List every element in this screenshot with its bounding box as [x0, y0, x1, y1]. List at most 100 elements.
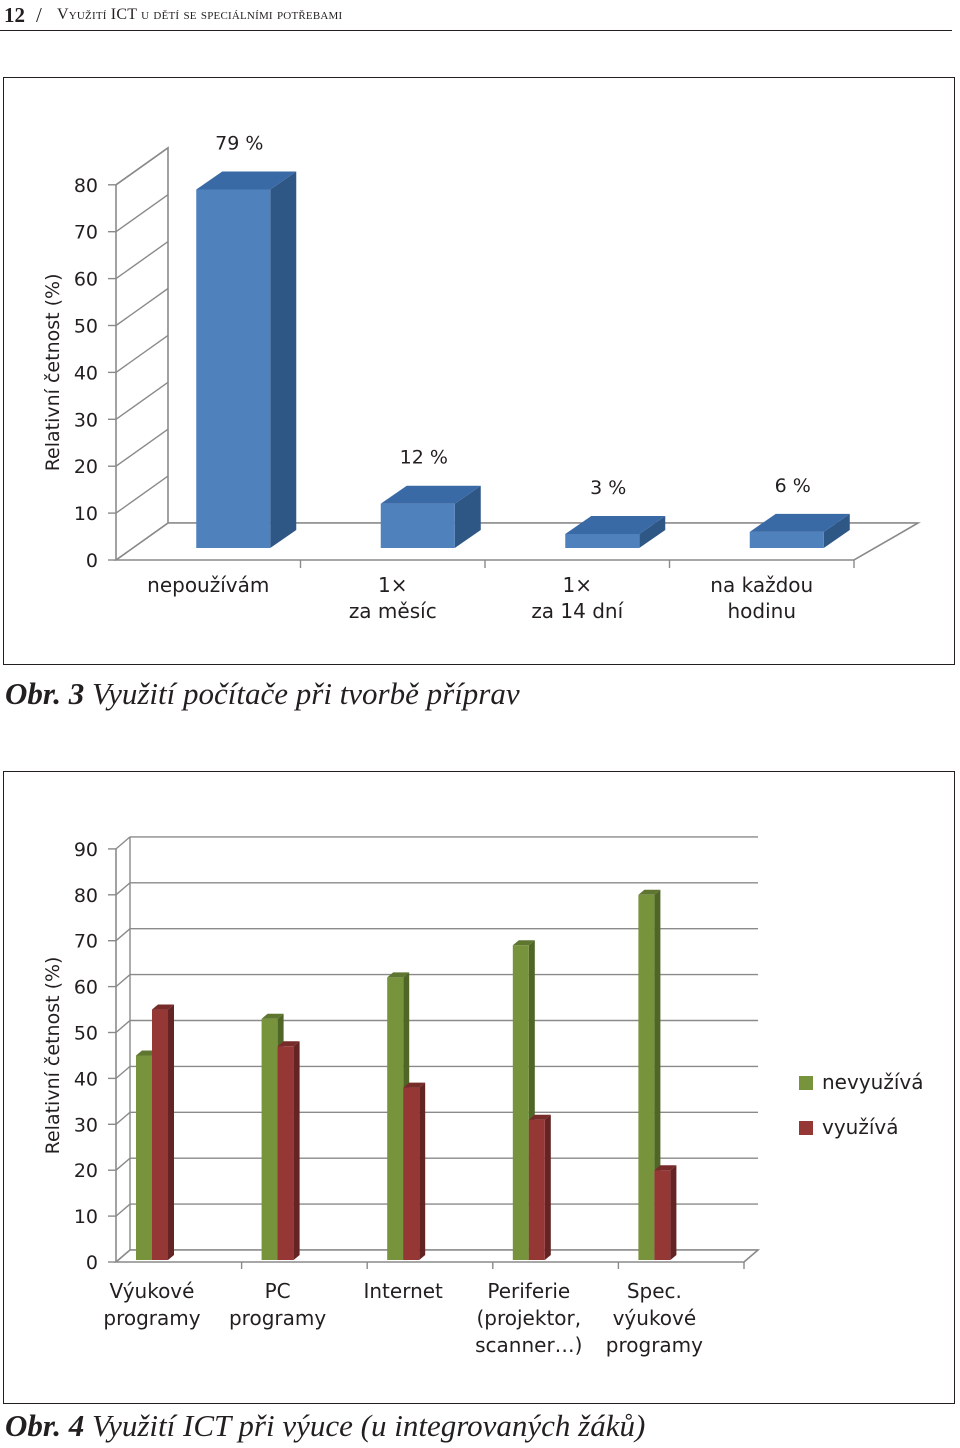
chart-2-bar-vyuziva-side — [168, 1004, 174, 1260]
chart-1-data-label: 6 % — [775, 475, 811, 497]
chart-2-y-tick-label: 70 — [74, 931, 98, 953]
chart-1-bar — [749, 531, 824, 548]
chart-2-bar-nevyuziva — [261, 1018, 278, 1260]
chart-2-y-tick-diagonal — [115, 882, 131, 896]
running-title: Využití ICT u dětí se speciálními potřeb… — [57, 6, 343, 23]
chart-2-bar-nevyuziva — [387, 977, 404, 1260]
chart-2-category-label: Periferie — [487, 1279, 570, 1303]
chart-1-bar-side — [454, 485, 481, 548]
chart-2-y-tick-diagonal — [115, 836, 131, 850]
chart-2-bar-vyuziva — [277, 1046, 294, 1260]
chart-2-y-tick-label: 50 — [74, 1023, 98, 1045]
chart-1-category-label: za měsíc — [349, 599, 437, 623]
chart-1-bar-top — [749, 513, 850, 532]
chart-1-data-label: 3 % — [590, 477, 626, 499]
chart-1-category-label: na každou — [710, 573, 813, 597]
chart-1-bar-side — [823, 513, 850, 548]
chart-2-frame: 0 10 20 30 40 50 60 70 80 90 Relativní četnost (%)… — [3, 771, 955, 1404]
chart-1-category-label: nepoužívám — [147, 573, 269, 597]
chart-2-bar-vyuziva — [152, 1009, 168, 1260]
chart-1-y-tick-label: 10 — [74, 503, 98, 525]
chart-1-y-tick-diagonal — [115, 287, 169, 327]
chart-1-y-tick-diagonal — [115, 381, 169, 420]
chart-2-category-label: scanner…) — [475, 1333, 582, 1357]
chart-1-y-tick-label: 80 — [74, 175, 98, 197]
chart-2-bar-nevyuziva-top — [638, 889, 661, 895]
chart-1-y-tick-diagonal — [115, 241, 169, 280]
chart-1-category-label: za 14 dní — [531, 599, 624, 623]
chart-1-category-label: 1× — [563, 573, 592, 597]
chart-1-y-tick-diagonal — [115, 194, 169, 233]
chart-1-frame: 0 10 20 30 40 50 60 70 80 Relativní četnost (%) 79… — [3, 77, 955, 665]
chart-2-bar-vyuziva-top — [528, 1114, 551, 1120]
chart-2-bar-vyuziva-side — [544, 1114, 551, 1260]
header-separator: / — [36, 3, 42, 27]
chart-1-bar-top — [380, 485, 481, 504]
chart-2-bar-nevyuziva-top — [387, 972, 410, 978]
chart-2-bar-nevyuziva-top — [261, 1013, 284, 1019]
chart-2-bar-nevyuziva — [638, 894, 655, 1260]
chart-1-bar — [380, 503, 455, 548]
chart-1-y-tick-label: 30 — [74, 409, 98, 431]
chart-2-category-label: programy — [229, 1306, 326, 1330]
chart-1-y-tick-label: 70 — [74, 222, 98, 244]
chart-2-bar-nevyuziva — [136, 1055, 152, 1260]
chart-1-y-tick-label: 60 — [74, 269, 98, 291]
chart-2-bar-vyuziva — [654, 1170, 671, 1260]
chart-2: 0 10 20 30 40 50 60 70 80 90 Relativní četnost (%)… — [42, 836, 923, 1357]
chart-2-y-tick-diagonal — [115, 1157, 131, 1171]
chart-2-bar-vyuziva-side — [670, 1165, 677, 1260]
chart-1-y-tick-diagonal — [115, 147, 169, 186]
chart-1-y-tick-label: 40 — [74, 362, 98, 384]
chart-2-category-label: Internet — [363, 1279, 443, 1303]
chart-2-category-label: PC — [265, 1279, 291, 1303]
chart-2-bar-vyuziva — [528, 1119, 545, 1260]
chart-2-y-tick-label: 60 — [74, 977, 98, 999]
chart-1-bar-side — [639, 516, 666, 548]
chart-2-y-tick-diagonal — [115, 928, 131, 942]
page-number: 12 — [4, 3, 25, 27]
chart-2-bar-vyuziva-top — [277, 1041, 300, 1047]
figure-3-title: Využití počítače při tvorbě příprav — [92, 676, 520, 711]
chart-1-category-label: 1× — [378, 573, 407, 597]
chart-1: 0 10 20 30 40 50 60 70 80 Relativní četnost (%) 79… — [42, 132, 921, 623]
chart-1-category-label: hodinu — [727, 599, 796, 623]
chart-2-y-tick-label: 40 — [74, 1068, 98, 1090]
chart-2-category-label: (projektor, — [476, 1306, 581, 1330]
chart-1-bar-top — [196, 171, 297, 190]
chart-2-y-tick-label: 80 — [74, 885, 98, 907]
chart-1-y-tick-label: 50 — [74, 316, 98, 338]
chart-2-bar-nevyuziva — [512, 945, 529, 1260]
chart-2-legend-label: nevyužívá — [822, 1070, 923, 1094]
chart-1-y-tick-label: 0 — [86, 550, 98, 572]
chart-2-y-axis-label: Relativní četnost (%) — [42, 957, 64, 1155]
chart-2-category-label: programy — [606, 1333, 703, 1357]
chart-1-y-axis-label: Relativní četnost (%) — [42, 273, 64, 471]
chart-2-bar-vyuziva-side — [293, 1041, 300, 1260]
chart-1-y-tick-diagonal — [115, 522, 169, 561]
chart-2-y-tick-label: 10 — [74, 1206, 98, 1228]
chart-2-y-tick-label: 90 — [74, 839, 98, 861]
figure-3-caption: Obr. 3 Využití počítače při tvorbě přípr… — [5, 676, 520, 712]
chart-1-y-tick-diagonal — [115, 334, 169, 373]
chart-2-y-tick-diagonal — [115, 974, 131, 988]
chart-2-legend-swatch — [799, 1121, 813, 1135]
figure-3-label: Obr. 3 — [5, 676, 85, 711]
chart-2-bar-vyuziva — [403, 1087, 420, 1260]
chart-2-legend-label: využívá — [822, 1115, 899, 1139]
figure-4-label: Obr. 4 — [5, 1408, 85, 1443]
chart-1-data-label: 12 % — [400, 447, 448, 469]
figure-4-title: Využití ICT při výuce (u integrovaných ž… — [92, 1408, 646, 1443]
chart-2-y-tick-diagonal — [115, 1019, 131, 1034]
chart-2-bar-vyuziva-top — [403, 1082, 426, 1088]
chart-1-data-label: 79 % — [215, 132, 263, 154]
chart-2-bar-vyuziva-top — [152, 1004, 174, 1010]
chart-1-bar — [565, 534, 640, 548]
chart-2-bar-vyuziva-top — [654, 1165, 677, 1171]
chart-2-y-tick-label: 30 — [74, 1114, 98, 1136]
chart-2-y-tick-label: 0 — [86, 1252, 98, 1274]
chart-1-y-tick-label: 20 — [74, 456, 98, 478]
chart-2-category-label: Spec. — [627, 1279, 682, 1303]
page-header: 12 / Využití ICT u dětí se speciálními p… — [0, 0, 952, 31]
chart-2-category-label: výukové — [613, 1306, 697, 1330]
